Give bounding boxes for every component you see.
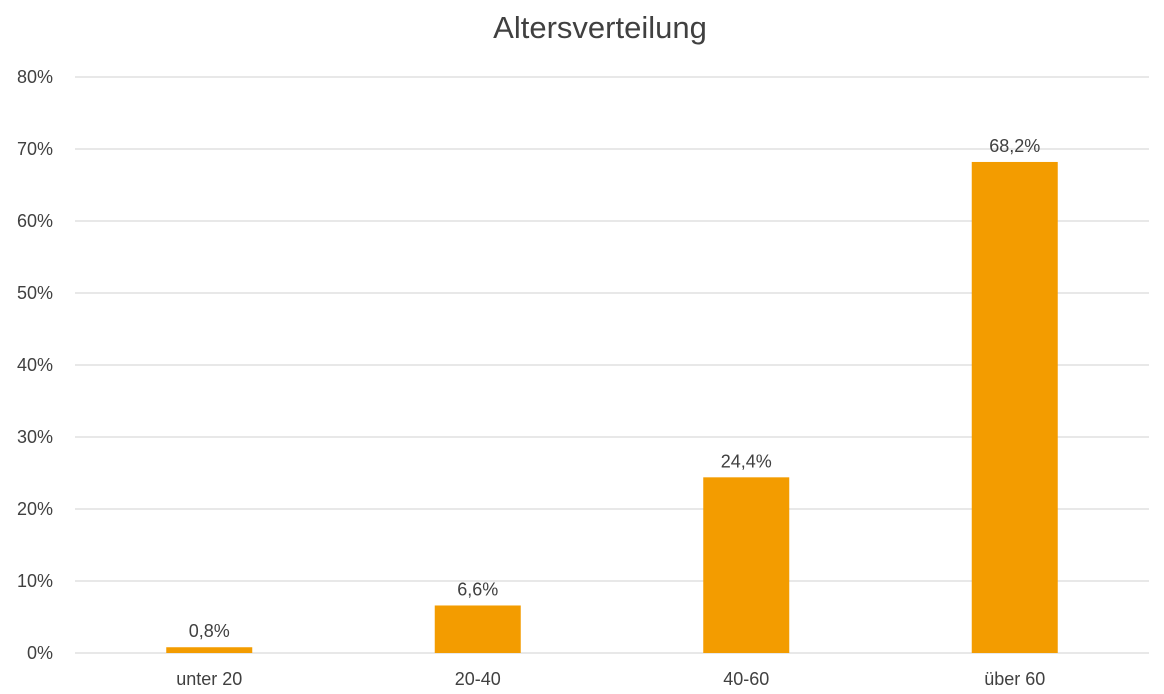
- data-labels: 0,8% 6,6% 24,4% 68,2%: [189, 136, 1041, 641]
- data-label: 68,2%: [989, 136, 1040, 156]
- x-category-label: 20-40: [455, 669, 501, 689]
- y-tick-label: 60%: [17, 211, 53, 231]
- bar: [166, 647, 253, 653]
- bars: [166, 161, 1058, 653]
- x-category-label: 40-60: [723, 669, 769, 689]
- bar: [434, 605, 521, 653]
- y-tick-label: 50%: [17, 283, 53, 303]
- data-label: 0,8%: [189, 621, 230, 641]
- chart-title: Altersverteilung: [493, 10, 707, 45]
- bar: [703, 477, 790, 653]
- y-tick-label: 40%: [17, 355, 53, 375]
- y-tick-label: 0%: [27, 643, 53, 663]
- y-tick-label: 10%: [17, 571, 53, 591]
- data-label: 6,6%: [457, 579, 498, 599]
- y-tick-label: 30%: [17, 427, 53, 447]
- data-label: 24,4%: [721, 451, 772, 471]
- x-category-label: über 60: [984, 669, 1045, 689]
- y-tick-label: 20%: [17, 499, 53, 519]
- bar: [971, 161, 1058, 653]
- gridlines: [75, 76, 1149, 654]
- x-category-label: unter 20: [176, 669, 242, 689]
- y-axis-ticks: 0% 10% 20% 30% 40% 50% 60% 70% 80%: [17, 67, 53, 663]
- y-tick-label: 80%: [17, 67, 53, 87]
- y-tick-label: 70%: [17, 139, 53, 159]
- x-axis-categories: unter 20 20-40 40-60 über 60: [176, 669, 1045, 689]
